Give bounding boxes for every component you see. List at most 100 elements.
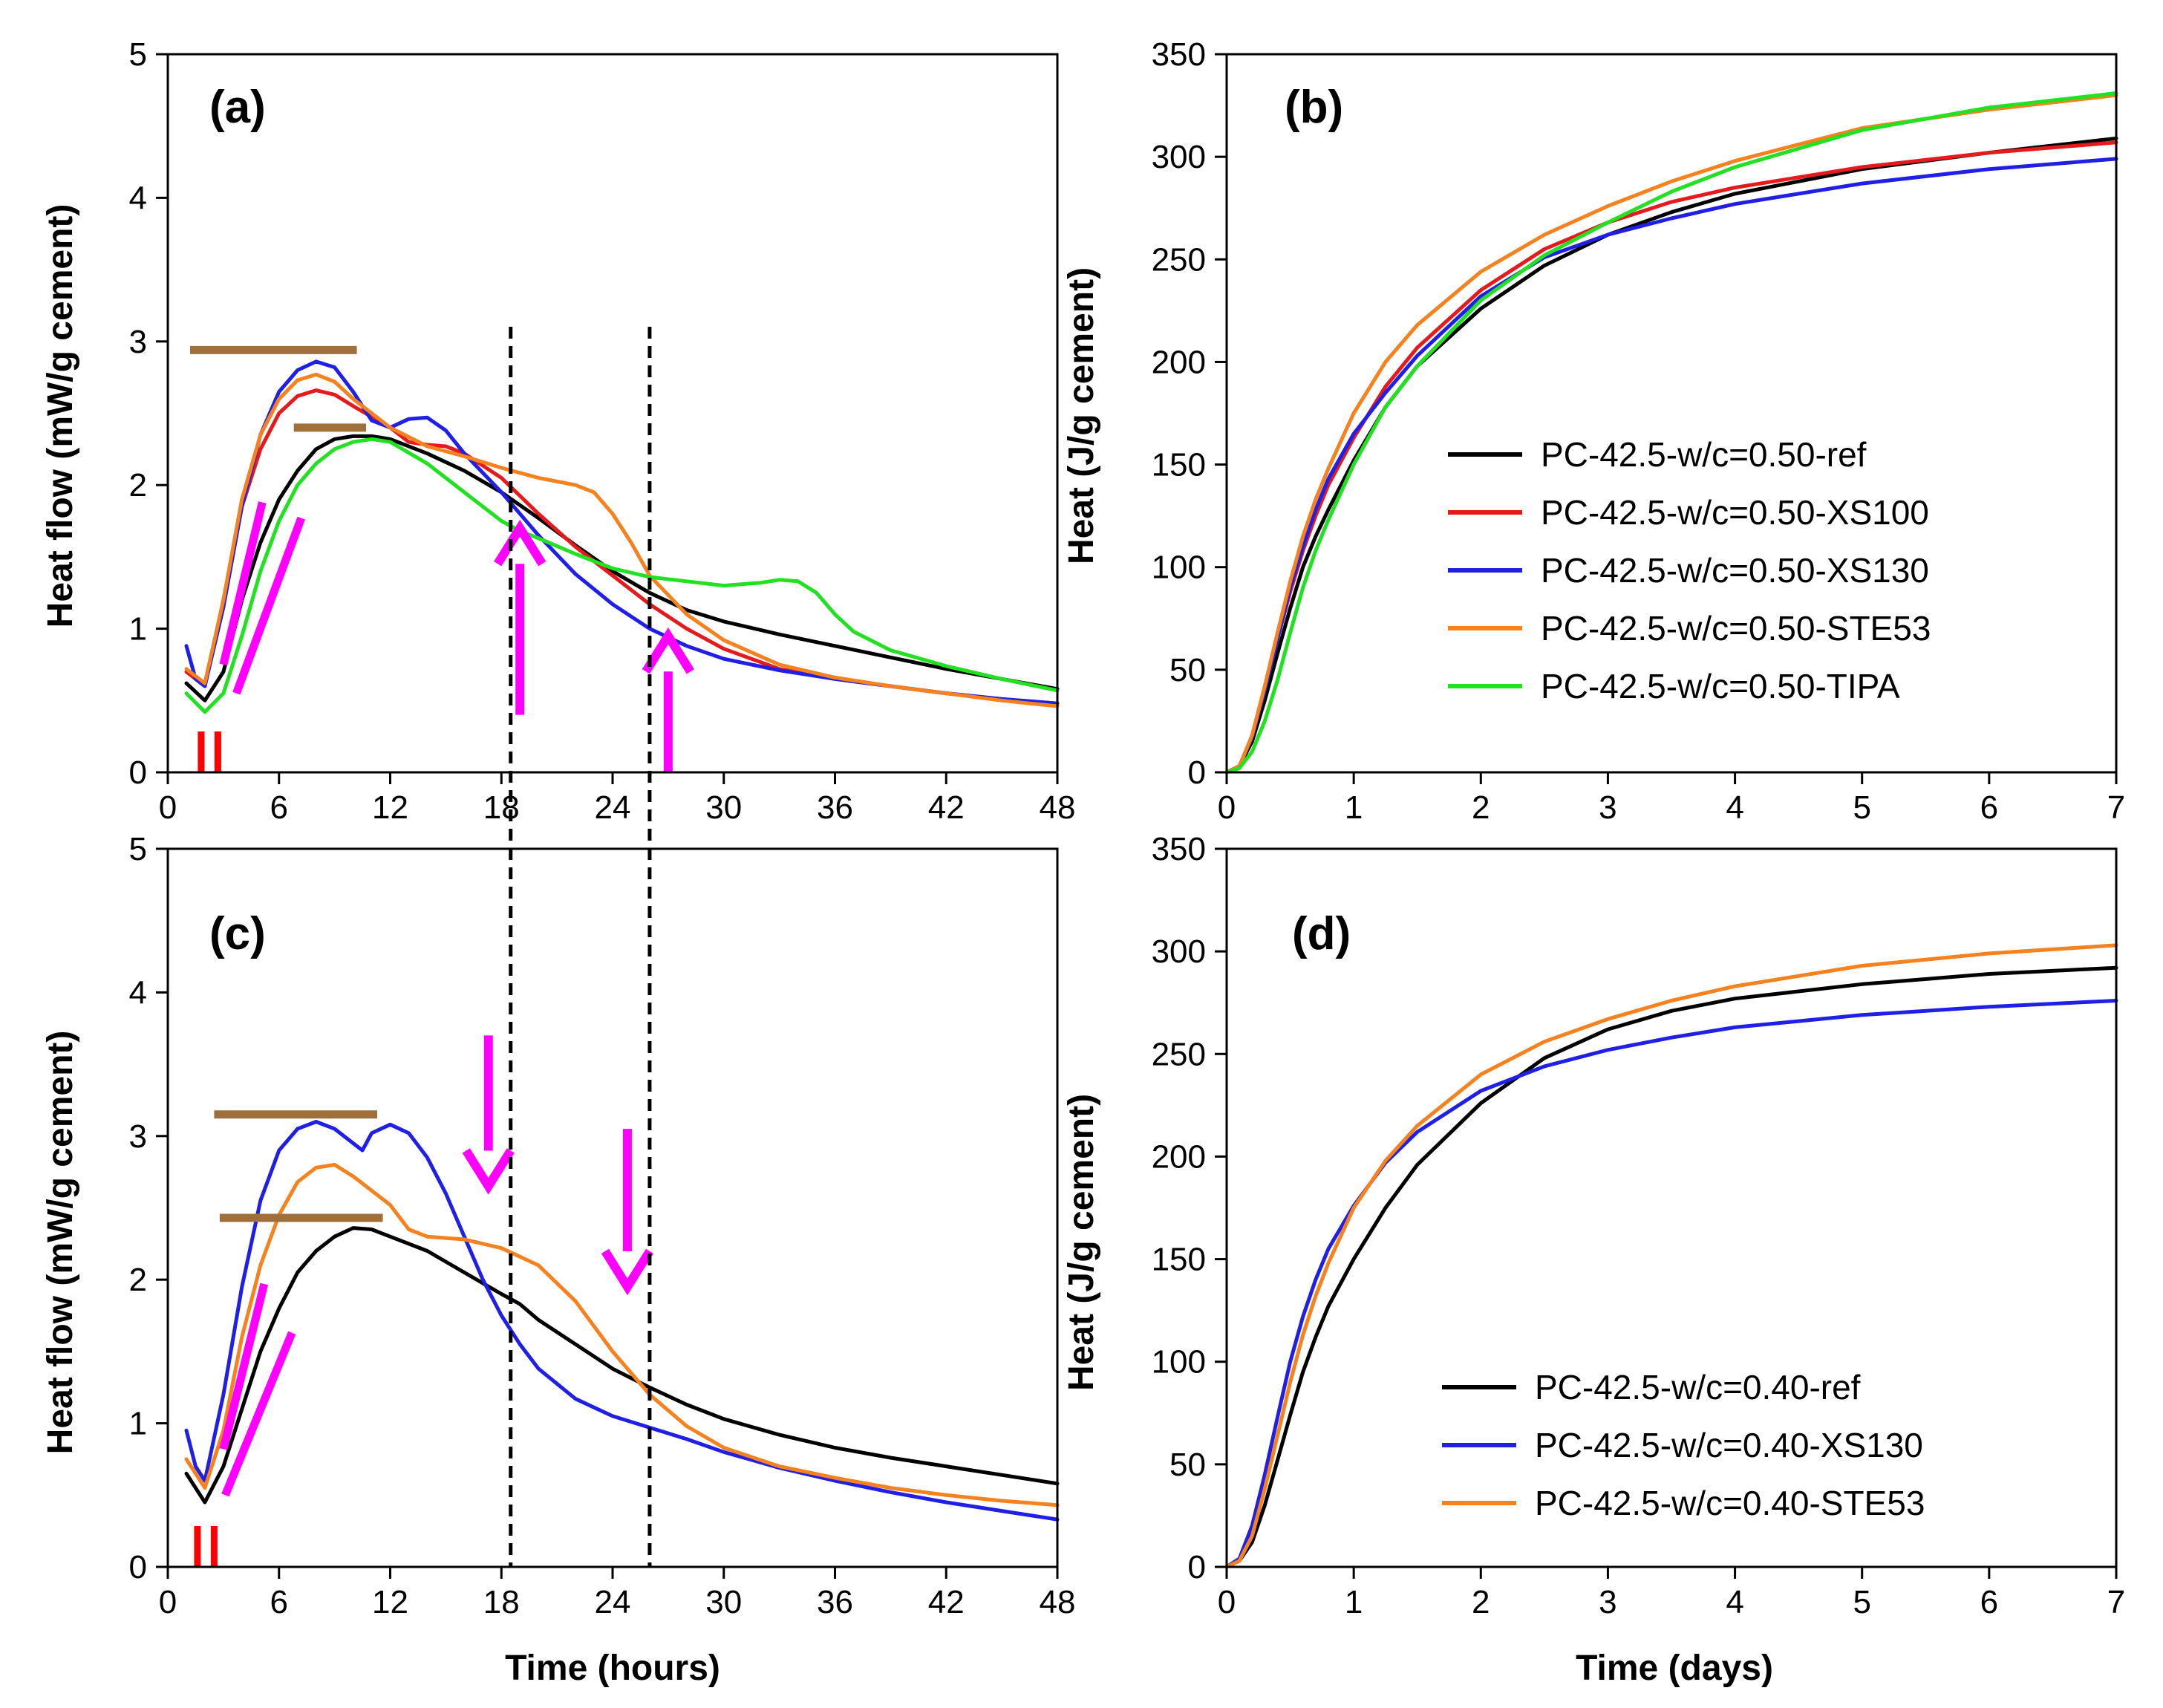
x-tick-label-c: 48: [1040, 1584, 1076, 1620]
panel-a-annotations: [189, 345, 694, 772]
panel-d-heat-w040: 0 1 2 3 4 5 6 7 0 50 100 150 200 250 300 350 (d) Heat (…: [1062, 831, 2125, 1688]
x-tick-label-a: 0: [159, 789, 177, 826]
x-tick-label-d: 3: [1599, 1584, 1616, 1620]
x-tick-label-d: 2: [1472, 1584, 1490, 1620]
dashed-guide-lines: [509, 327, 652, 1567]
y-tick-label-d: 150: [1152, 1242, 1206, 1278]
legend-b-label-xs130: PC-42.5-w/c=0.50-XS130: [1541, 551, 1929, 590]
x-tick-label-d: 6: [1980, 1584, 1998, 1620]
arrow-head-c: [601, 1248, 654, 1296]
x-tick-label-c: 18: [483, 1584, 520, 1620]
panel-c-x-axis-title: Time (hours): [505, 1649, 720, 1688]
series-b-tipa: [1224, 91, 2118, 775]
panel-d-series: [1224, 943, 2118, 1569]
x-tick-label-b: 1: [1345, 789, 1363, 826]
panel-a-label: (a): [209, 82, 266, 133]
panel-c-series: [184, 1120, 1060, 1522]
x-tick-label-a: 24: [595, 789, 631, 826]
series-c-xs130: [184, 1120, 1060, 1522]
y-tick-label-d: 300: [1152, 933, 1206, 970]
x-tick-label-d: 0: [1218, 1584, 1236, 1620]
x-tick-label-d: 7: [2107, 1584, 2125, 1620]
x-tick-label-a: 6: [270, 789, 288, 826]
series-d-ste53: [1224, 943, 2118, 1569]
panel-d-y-axis-title: Heat (J/g cement): [1062, 1094, 1101, 1391]
panel-b-label: (b): [1285, 82, 1343, 133]
y-tick-label-c: 5: [129, 831, 147, 867]
slope-line-a: [232, 516, 305, 695]
legend-d-label-ste53: PC-42.5-w/c=0.40-STE53: [1535, 1484, 1925, 1522]
series-a-ref: [184, 434, 1060, 703]
x-tick-label-b: 5: [1853, 789, 1870, 826]
y-tick-label-a: 5: [129, 36, 147, 73]
panel-c-y-axis-title: Heat flow (mW/g cement): [41, 1031, 80, 1455]
panel-a-y-axis-title: Heat flow (mW/g cement): [41, 204, 80, 628]
x-tick-label-b: 2: [1472, 789, 1490, 826]
x-tick-label-b: 7: [2107, 789, 2125, 826]
x-tick-label-c: 6: [270, 1584, 288, 1620]
x-tick-label-c: 24: [595, 1584, 631, 1620]
x-tick-label-c: 0: [159, 1584, 177, 1620]
y-tick-label-b: 0: [1188, 754, 1206, 791]
x-tick-label-a: 42: [928, 789, 965, 826]
panel-d-axes: 0 1 2 3 4 5 6 7 0 50 100 150 200 250 300 350: [1152, 831, 2126, 1620]
panel-c-annotations: [194, 1035, 654, 1567]
y-tick-label-c: 1: [129, 1406, 147, 1442]
y-tick-label-c: 3: [129, 1118, 147, 1155]
series-a-ste53: [184, 372, 1060, 708]
y-tick-label-b: 150: [1152, 447, 1206, 483]
x-tick-label-a: 36: [817, 789, 853, 826]
y-tick-label-a: 3: [129, 324, 147, 360]
y-tick-label-b: 100: [1152, 550, 1206, 586]
y-tick-label-a: 1: [129, 611, 147, 648]
y-tick-label-c: 0: [129, 1549, 147, 1585]
y-tick-label-c: 2: [129, 1262, 147, 1298]
x-tick-label-b: 0: [1218, 789, 1236, 826]
y-tick-label-d: 200: [1152, 1138, 1206, 1175]
legend-d-label-xs130: PC-42.5-w/c=0.40-XS130: [1535, 1426, 1923, 1464]
legend-b-label-tipa: PC-42.5-w/c=0.50-TIPA: [1541, 667, 1900, 705]
arrow-head-c: [462, 1148, 515, 1195]
panel-b-axes: 0 1 2 3 4 5 6 7 0 50 100 150 200 250 300 350: [1152, 36, 2126, 826]
panel-b-series: [1224, 91, 2118, 775]
y-tick-label-b: 250: [1152, 241, 1206, 278]
legend-b-label-xs100: PC-42.5-w/c=0.50-XS100: [1541, 493, 1929, 532]
y-tick-label-d: 0: [1188, 1549, 1206, 1585]
arrow-head-a: [642, 627, 694, 674]
y-tick-label-d: 50: [1169, 1447, 1206, 1483]
panel-b-heat-w050: 0 1 2 3 4 5 6 7 0 50 100 150 200 250 300 350 (b) Heat (…: [1062, 36, 2125, 826]
panel-b-legend: PC-42.5-w/c=0.50-ref PC-42.5-w/c=0.50-XS…: [1448, 435, 1931, 705]
series-b-ste53: [1224, 93, 2118, 775]
panel-a-series: [184, 359, 1060, 714]
legend-b-label-ref: PC-42.5-w/c=0.50-ref: [1541, 435, 1867, 474]
x-tick-label-d: 5: [1853, 1584, 1870, 1620]
y-tick-label-b: 300: [1152, 139, 1206, 175]
slope-line-c: [219, 1282, 269, 1450]
plot-frame-b: [1225, 53, 2118, 774]
x-tick-label-b: 4: [1726, 789, 1743, 826]
x-tick-label-c: 12: [372, 1584, 408, 1620]
x-tick-label-c: 36: [817, 1584, 853, 1620]
x-tick-label-c: 42: [928, 1584, 965, 1620]
y-tick-label-d: 350: [1152, 831, 1206, 867]
arrow-head-a: [494, 519, 547, 567]
panel-d-legend: PC-42.5-w/c=0.40-ref PC-42.5-w/c=0.40-XS…: [1442, 1368, 1925, 1522]
x-tick-label-a: 12: [372, 789, 408, 826]
x-tick-label-a: 18: [483, 789, 520, 826]
y-tick-label-b: 50: [1169, 652, 1206, 688]
y-tick-label-a: 0: [129, 754, 147, 791]
series-d-ref: [1224, 965, 2118, 1569]
legend-b-label-ste53: PC-42.5-w/c=0.50-STE53: [1541, 609, 1931, 648]
y-tick-label-a: 2: [129, 467, 147, 503]
x-tick-label-b: 6: [1980, 789, 1998, 826]
y-tick-label-d: 100: [1152, 1344, 1206, 1381]
x-tick-label-d: 4: [1726, 1584, 1743, 1620]
plot-frame-d: [1225, 847, 2118, 1568]
legend-d-label-ref: PC-42.5-w/c=0.40-ref: [1535, 1368, 1861, 1407]
panel-d-label: (d): [1292, 908, 1351, 959]
